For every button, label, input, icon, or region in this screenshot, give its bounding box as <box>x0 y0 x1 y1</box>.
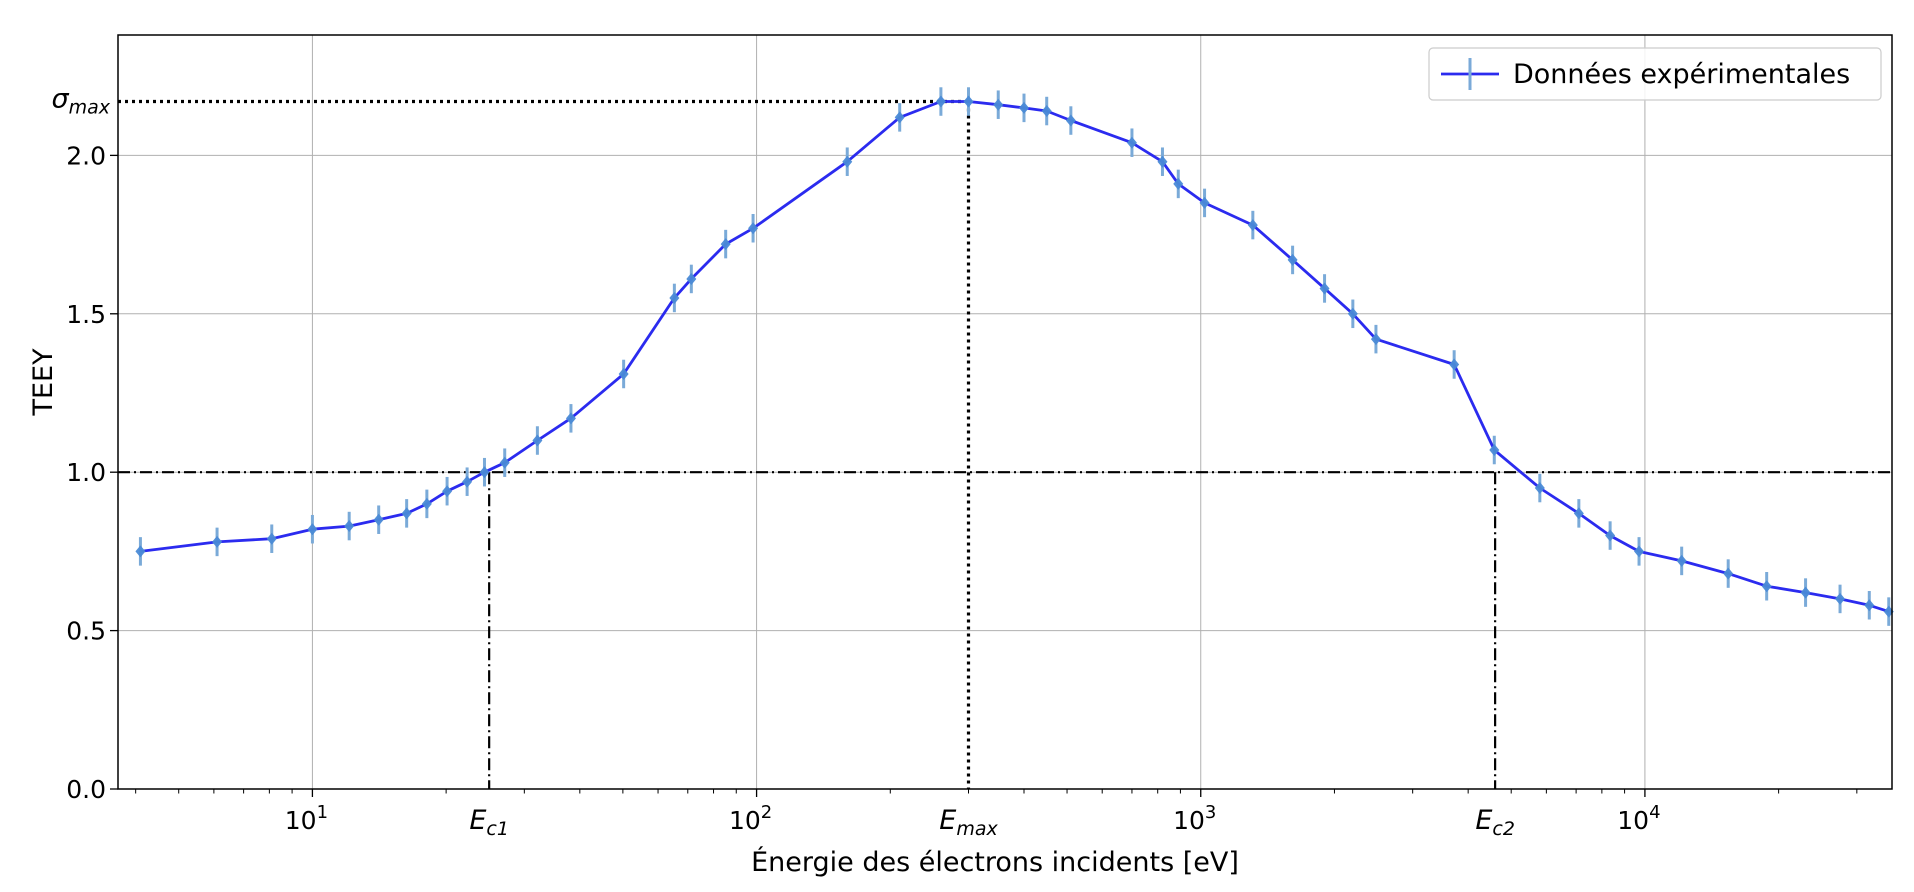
data-point <box>1761 580 1772 593</box>
data-point <box>499 456 510 469</box>
data-point <box>532 434 543 447</box>
data-point <box>686 272 697 285</box>
data-point <box>1199 196 1210 209</box>
data-point <box>894 111 905 124</box>
x-tick-label: 101 <box>285 802 328 835</box>
data-point <box>373 513 384 526</box>
data-point <box>1489 444 1500 457</box>
reference-labels: σmax Ec1 Emax Ec2 <box>51 84 1514 840</box>
data-point <box>748 222 759 235</box>
data-point <box>720 238 731 251</box>
data-point <box>1605 529 1616 542</box>
y-tick-label: 1.5 <box>66 300 106 329</box>
data-point <box>618 367 629 380</box>
data-point <box>401 507 412 520</box>
reference-lines <box>118 99 1892 789</box>
data-point <box>442 485 453 498</box>
data-point <box>344 520 355 533</box>
data-point <box>993 98 1004 111</box>
emax-label: Emax <box>939 805 998 840</box>
data-point <box>421 497 432 510</box>
ec2-label: Ec2 <box>1475 805 1515 840</box>
sigma-max-label: σmax <box>51 84 110 119</box>
data-series <box>135 87 1894 626</box>
data-point <box>963 95 974 108</box>
data-point <box>1534 482 1545 495</box>
legend-label: Données expérimentales <box>1513 59 1850 90</box>
data-point <box>1634 545 1645 558</box>
ec1-label: Ec1 <box>469 805 509 840</box>
data-point <box>1676 554 1687 567</box>
data-point <box>1157 155 1168 168</box>
x-tick-label: 102 <box>729 802 772 835</box>
tick-labels: 101 102 103 104 0.0 0.5 1.0 1.5 2.0 <box>66 141 1660 835</box>
data-point <box>1173 177 1184 190</box>
data-point <box>1347 307 1358 320</box>
data-point <box>1041 105 1052 118</box>
data-point <box>266 532 277 545</box>
x-tick-label: 103 <box>1173 802 1216 835</box>
y-tick-label: 1.0 <box>66 458 106 487</box>
data-point <box>1835 592 1846 605</box>
legend-box <box>1428 47 1882 101</box>
legend: Données expérimentales <box>1428 47 1882 101</box>
data-point <box>1449 358 1460 371</box>
data-point <box>462 475 473 488</box>
data-point <box>935 95 946 108</box>
data-point <box>1247 219 1258 232</box>
data-point <box>1018 101 1029 114</box>
data-point <box>1370 333 1381 346</box>
plot-frame <box>117 34 1893 790</box>
data-point <box>1573 507 1584 520</box>
x-tick-label: 104 <box>1617 802 1660 835</box>
data-point <box>307 523 318 536</box>
y-tick-label: 0.0 <box>66 775 106 804</box>
data-point <box>212 535 223 548</box>
data-point <box>479 466 490 479</box>
data-point <box>1319 282 1330 295</box>
data-point <box>669 291 680 304</box>
y-tick-label: 0.5 <box>66 617 106 646</box>
y-axis-label: TEEY <box>28 348 59 417</box>
data-point <box>135 545 146 558</box>
axis-major-ticks <box>110 154 1646 797</box>
data-point <box>565 412 576 425</box>
data-point <box>1800 586 1811 599</box>
data-point <box>1065 114 1076 127</box>
data-point <box>1723 567 1734 580</box>
data-point <box>842 155 853 168</box>
x-axis-label: Énergie des électrons incidents [eV] <box>751 846 1239 878</box>
data-point <box>1864 599 1875 612</box>
data-point <box>1287 253 1298 266</box>
y-tick-label: 2.0 <box>66 141 106 170</box>
data-point <box>1126 136 1137 149</box>
